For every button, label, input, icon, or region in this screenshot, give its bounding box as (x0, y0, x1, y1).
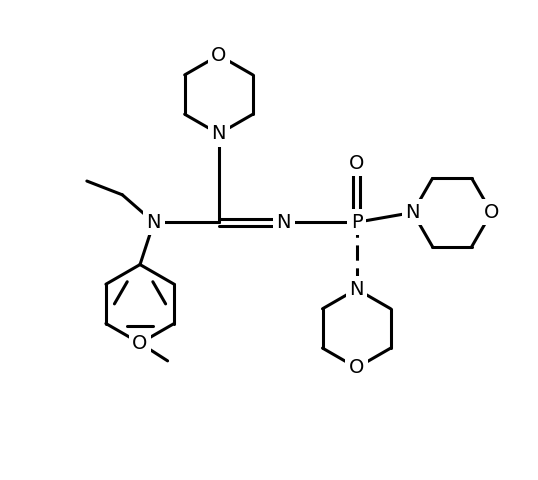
Text: O: O (349, 358, 364, 377)
Text: N: N (211, 124, 226, 144)
Text: O: O (349, 154, 364, 173)
Text: P: P (351, 213, 363, 232)
Text: N: N (406, 203, 420, 222)
Text: N: N (146, 213, 161, 232)
Text: O: O (484, 203, 499, 222)
Text: N: N (277, 213, 291, 232)
Text: O: O (132, 334, 148, 353)
Text: N: N (349, 280, 364, 299)
Text: O: O (211, 46, 226, 65)
